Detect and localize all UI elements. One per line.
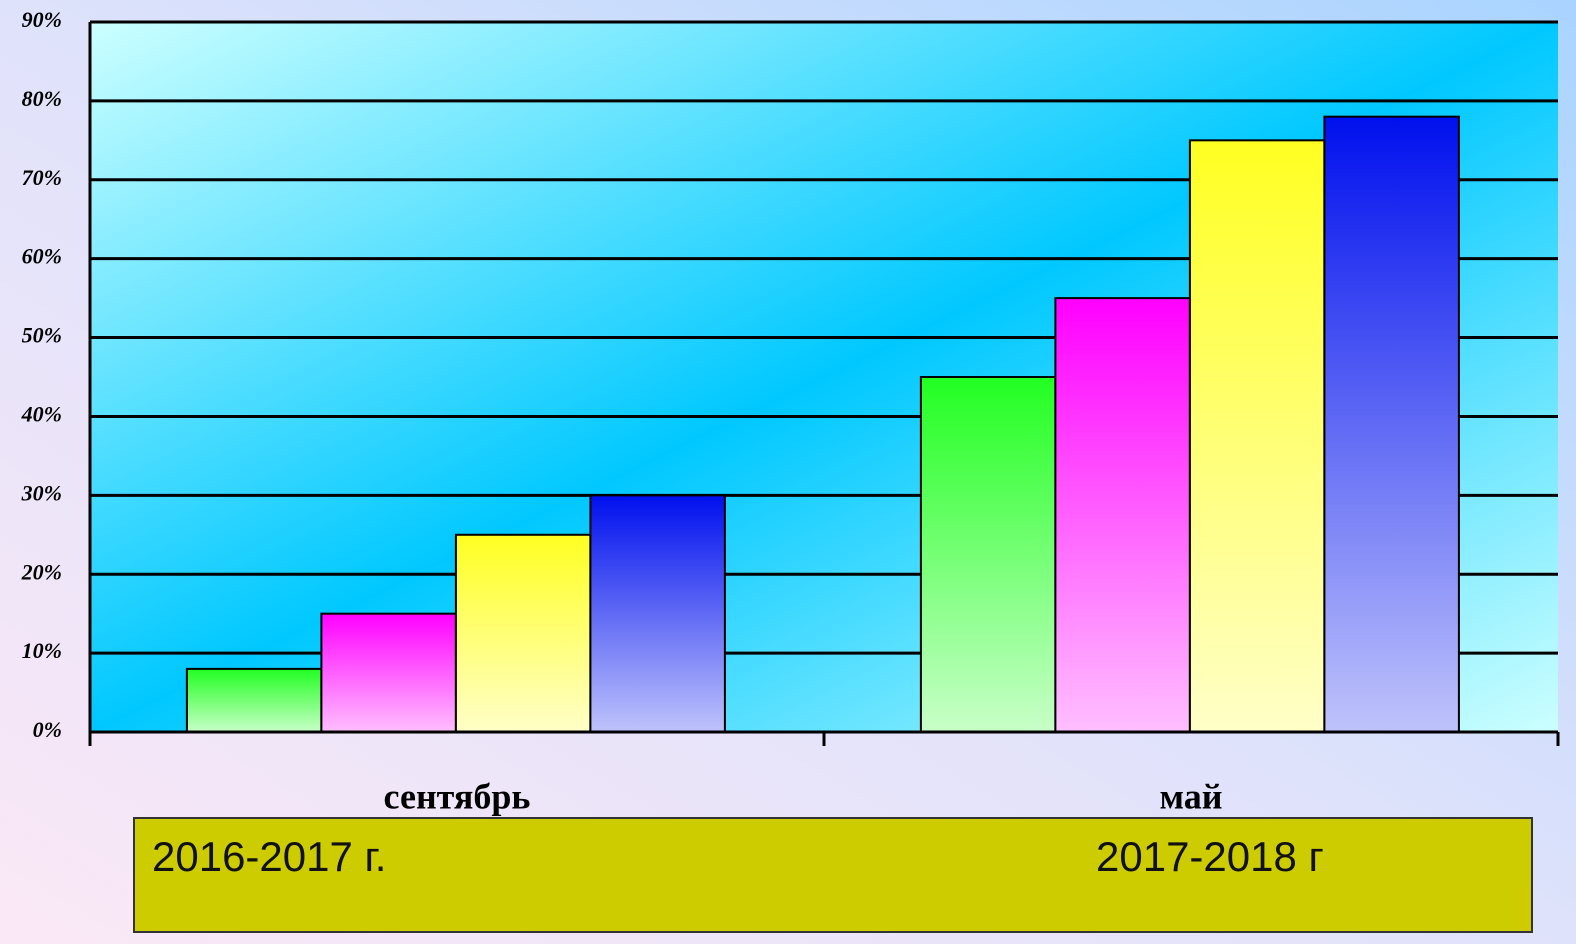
annotation: 2017-2018 г <box>1096 833 1324 880</box>
y-tick-label: 60% <box>22 244 62 269</box>
x-tick-label: май <box>1159 776 1222 816</box>
y-tick-label: 50% <box>22 323 62 348</box>
y-tick-label: 30% <box>21 480 62 505</box>
y-tick-label: 40% <box>21 401 62 426</box>
y-tick-label: 20% <box>21 559 62 584</box>
annotation: 2016-2017 г. <box>152 833 386 880</box>
bar <box>919 376 1057 733</box>
bar <box>1188 139 1326 734</box>
bar <box>589 494 726 734</box>
x-tick-label: сентябрь <box>384 776 531 816</box>
bar <box>454 533 592 733</box>
bar <box>1054 297 1191 733</box>
bar <box>1323 115 1460 733</box>
caption-box <box>133 817 1533 933</box>
y-tick-label: 10% <box>22 638 62 663</box>
y-tick-label: 80% <box>22 86 62 111</box>
bar <box>185 667 323 734</box>
bar <box>320 612 457 734</box>
y-tick-label: 90% <box>22 7 62 32</box>
y-tick-label: 0% <box>33 717 62 742</box>
y-tick-label: 70% <box>22 165 62 190</box>
